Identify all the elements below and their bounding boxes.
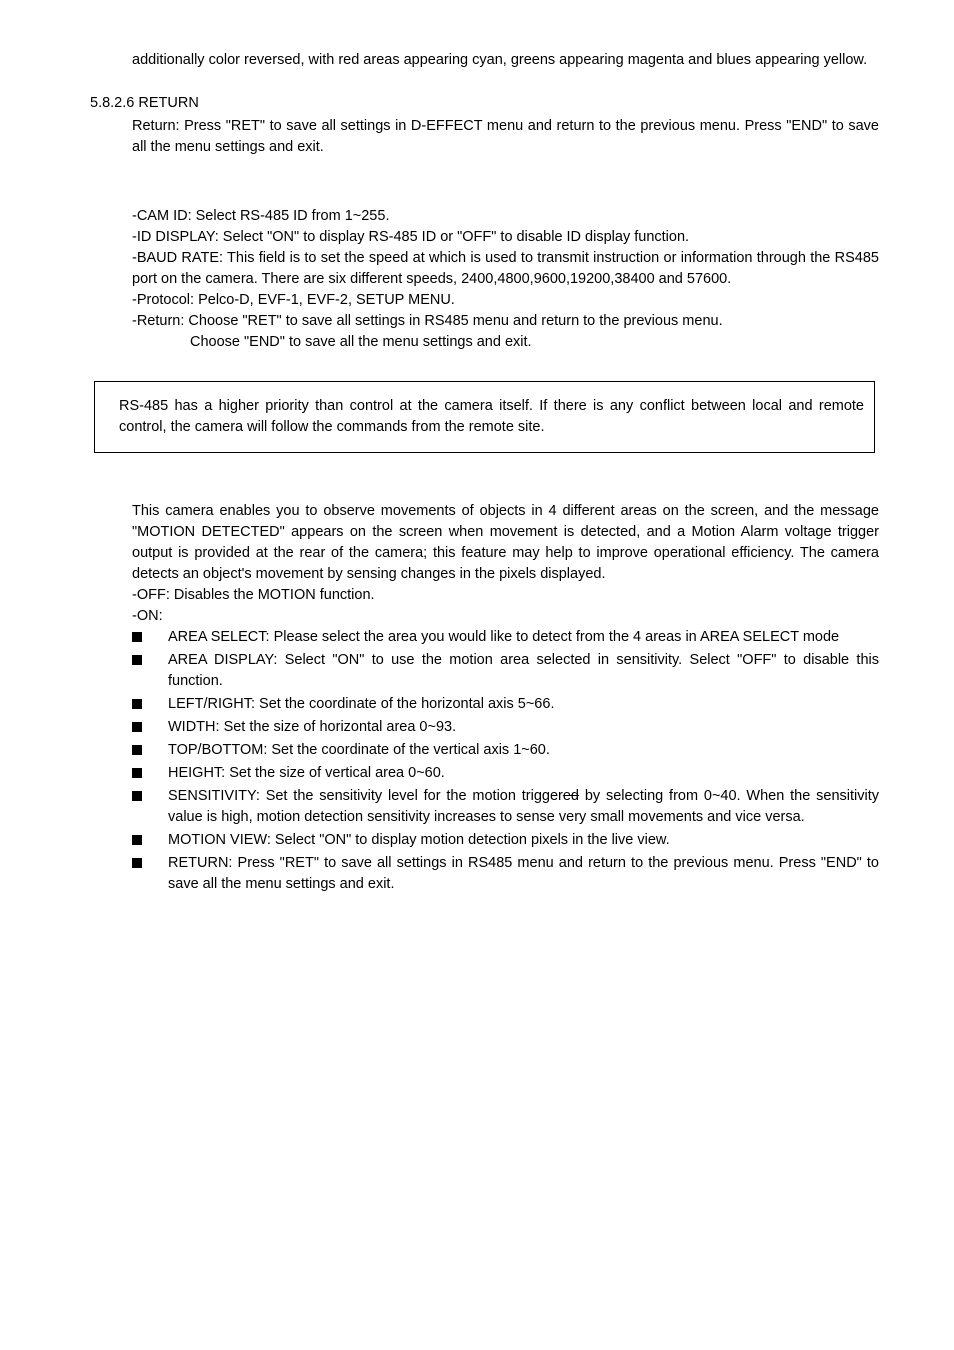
- list-item-return: RETURN: Press "RET" to save all settings…: [132, 853, 879, 895]
- rs485-return-line2: Choose "END" to save all the menu settin…: [190, 332, 879, 353]
- list-item-top-bottom: TOP/BOTTOM: Set the coordinate of the ve…: [132, 740, 879, 761]
- rs485-return-line1: -Return: Choose "RET" to save all settin…: [132, 311, 879, 332]
- rs485-protocol: -Protocol: Pelco-D, EVF-1, EVF-2, SETUP …: [132, 290, 879, 311]
- list-item-width: WIDTH: Set the size of horizontal area 0…: [132, 717, 879, 738]
- rs485-priority-note: RS-485 has a higher priority than contro…: [94, 381, 875, 453]
- sensitivity-strike: ed: [563, 788, 579, 804]
- motion-intro: This camera enables you to observe movem…: [132, 501, 879, 585]
- section-return-body: Return: Press "RET" to save all settings…: [132, 116, 879, 158]
- list-item-left-right: LEFT/RIGHT: Set the coordinate of the ho…: [132, 694, 879, 715]
- list-item-area-display: AREA DISPLAY: Select "ON" to use the mot…: [132, 650, 879, 692]
- list-item-motion-view: MOTION VIEW: Select "ON" to display moti…: [132, 830, 879, 851]
- rs485-camid: -CAM ID: Select RS-485 ID from 1~255.: [132, 206, 879, 227]
- rs485-iddisplay: -ID DISPLAY: Select "ON" to display RS-4…: [132, 227, 879, 248]
- list-item-area-select: AREA SELECT: Please select the area you …: [132, 627, 879, 648]
- list-item-height: HEIGHT: Set the size of vertical area 0~…: [132, 763, 879, 784]
- rs485-baudrate: -BAUD RATE: This field is to set the spe…: [132, 248, 879, 290]
- rs485-priority-text: RS-485 has a higher priority than contro…: [119, 396, 864, 438]
- intro-paragraph: additionally color reversed, with red ar…: [132, 50, 879, 71]
- motion-on: -ON:: [132, 606, 879, 627]
- section-return-heading: 5.8.2.6 RETURN: [90, 93, 879, 114]
- list-item-sensitivity: SENSITIVITY: Set the sensitivity level f…: [132, 786, 879, 828]
- motion-off: -OFF: Disables the MOTION function.: [132, 585, 879, 606]
- sensitivity-text-a: SENSITIVITY: Set the sensitivity level f…: [168, 788, 563, 804]
- motion-options-list: AREA SELECT: Please select the area you …: [90, 627, 879, 895]
